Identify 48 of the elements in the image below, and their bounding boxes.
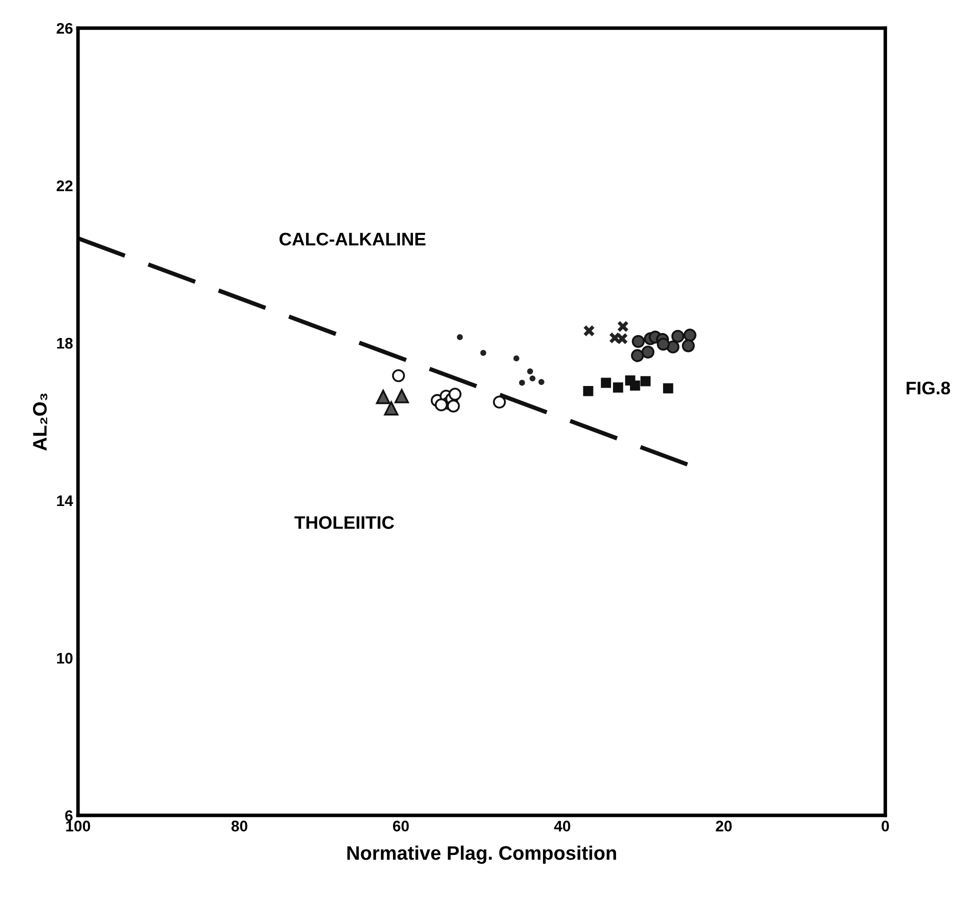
x-axis-title: Normative Plag. Composition <box>347 846 616 864</box>
point <box>617 320 629 332</box>
point <box>641 346 654 359</box>
point <box>583 324 595 337</box>
y-tick-label: 14 <box>57 496 74 506</box>
x-tick-label: 0 <box>882 820 889 832</box>
point <box>392 369 405 382</box>
point <box>527 368 534 374</box>
annotation: THOLEIITIC <box>294 516 394 529</box>
y-tick-label: 10 <box>57 652 73 664</box>
point <box>613 382 624 393</box>
point <box>632 334 645 348</box>
point <box>538 378 544 385</box>
point <box>663 383 674 394</box>
y-tick-label: 26 <box>56 22 73 34</box>
point <box>456 334 463 340</box>
point <box>446 400 460 412</box>
x-tick-label: 80 <box>231 820 248 832</box>
point <box>448 388 462 401</box>
point <box>682 339 695 352</box>
point <box>631 349 644 362</box>
point <box>583 386 594 396</box>
y-tick-label: 18 <box>57 338 73 349</box>
point <box>384 401 398 416</box>
point <box>656 338 670 351</box>
y-axis-title: AL₂O₃ <box>32 394 48 451</box>
point <box>683 328 696 342</box>
annotation: CALC-ALKALINE <box>280 232 426 246</box>
x-tick-label: 40 <box>554 820 570 832</box>
point <box>434 398 448 412</box>
point <box>394 389 409 404</box>
point <box>671 330 684 343</box>
y-tick-label: 22 <box>56 180 73 192</box>
y-tick-label: 6 <box>65 810 73 822</box>
point <box>492 396 506 409</box>
x-tick-label: 100 <box>66 820 90 832</box>
x-tick-label: 20 <box>716 820 732 832</box>
point <box>600 378 612 388</box>
point <box>530 375 536 382</box>
point <box>480 350 486 356</box>
point <box>630 380 640 391</box>
caption: FIG.8 <box>906 382 950 394</box>
point <box>519 380 526 386</box>
x-tick-label: 60 <box>392 820 409 832</box>
point <box>376 390 390 404</box>
point <box>666 340 680 354</box>
point <box>640 376 651 386</box>
point <box>513 355 520 362</box>
